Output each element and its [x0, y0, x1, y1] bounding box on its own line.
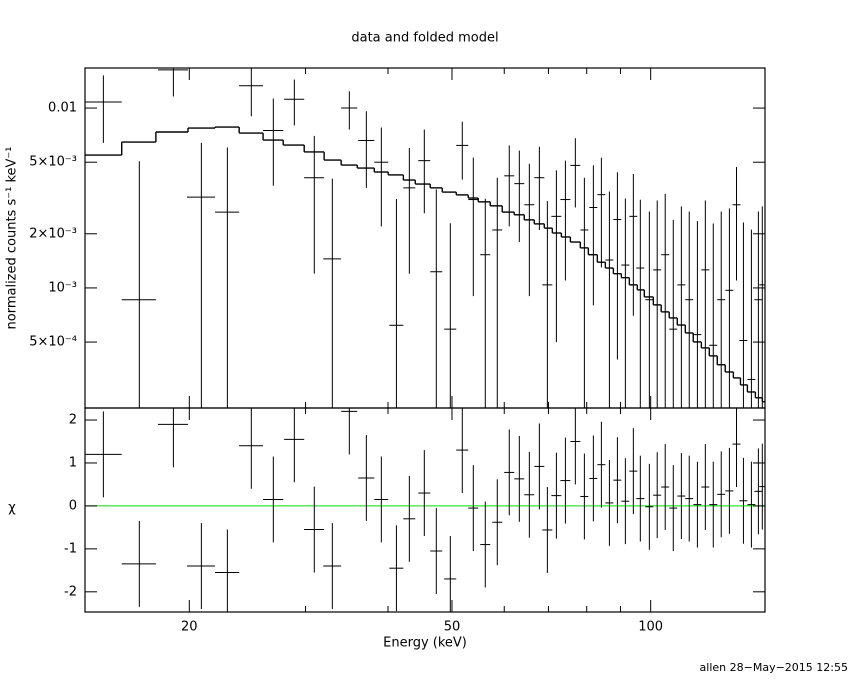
axes: 20 50 100 0.01 5×10⁻³ 2×10⁻³ 10⁻³ 5×10⁻⁴ -2 -1 0 1 2 — [29, 67, 766, 635]
footer: allen 28−May−2015 12:55 — [700, 661, 848, 674]
y-tick-label: -1 — [64, 541, 77, 556]
y-tick-label: 5×10⁻³ — [29, 155, 77, 170]
y-tick-label: 2 — [69, 413, 77, 428]
chart-title: data and folded model — [351, 31, 498, 46]
y-tick-label: 10⁻³ — [48, 280, 77, 295]
x-tick-label: 100 — [638, 620, 663, 635]
residual-frame — [84, 407, 766, 613]
y-tick-label: -2 — [64, 584, 77, 599]
y-axis-label: normalized counts s⁻¹ keV⁻¹ — [5, 147, 20, 330]
residual-plot — [85, 408, 765, 612]
y-tick-label: 5×10⁻⁴ — [29, 335, 77, 350]
y-tick-label: 0.01 — [48, 101, 77, 116]
x-axis-label: Energy (keV) — [383, 636, 467, 651]
y-tick-label: 2×10⁻³ — [29, 226, 77, 241]
x-tick-label: 20 — [181, 620, 198, 635]
residual-axis-label: χ — [8, 501, 16, 516]
spectrum-plot — [85, 68, 765, 408]
y-tick-label: 1 — [69, 455, 77, 470]
y-tick-label: 0 — [69, 498, 77, 513]
x-tick-label: 50 — [444, 620, 461, 635]
